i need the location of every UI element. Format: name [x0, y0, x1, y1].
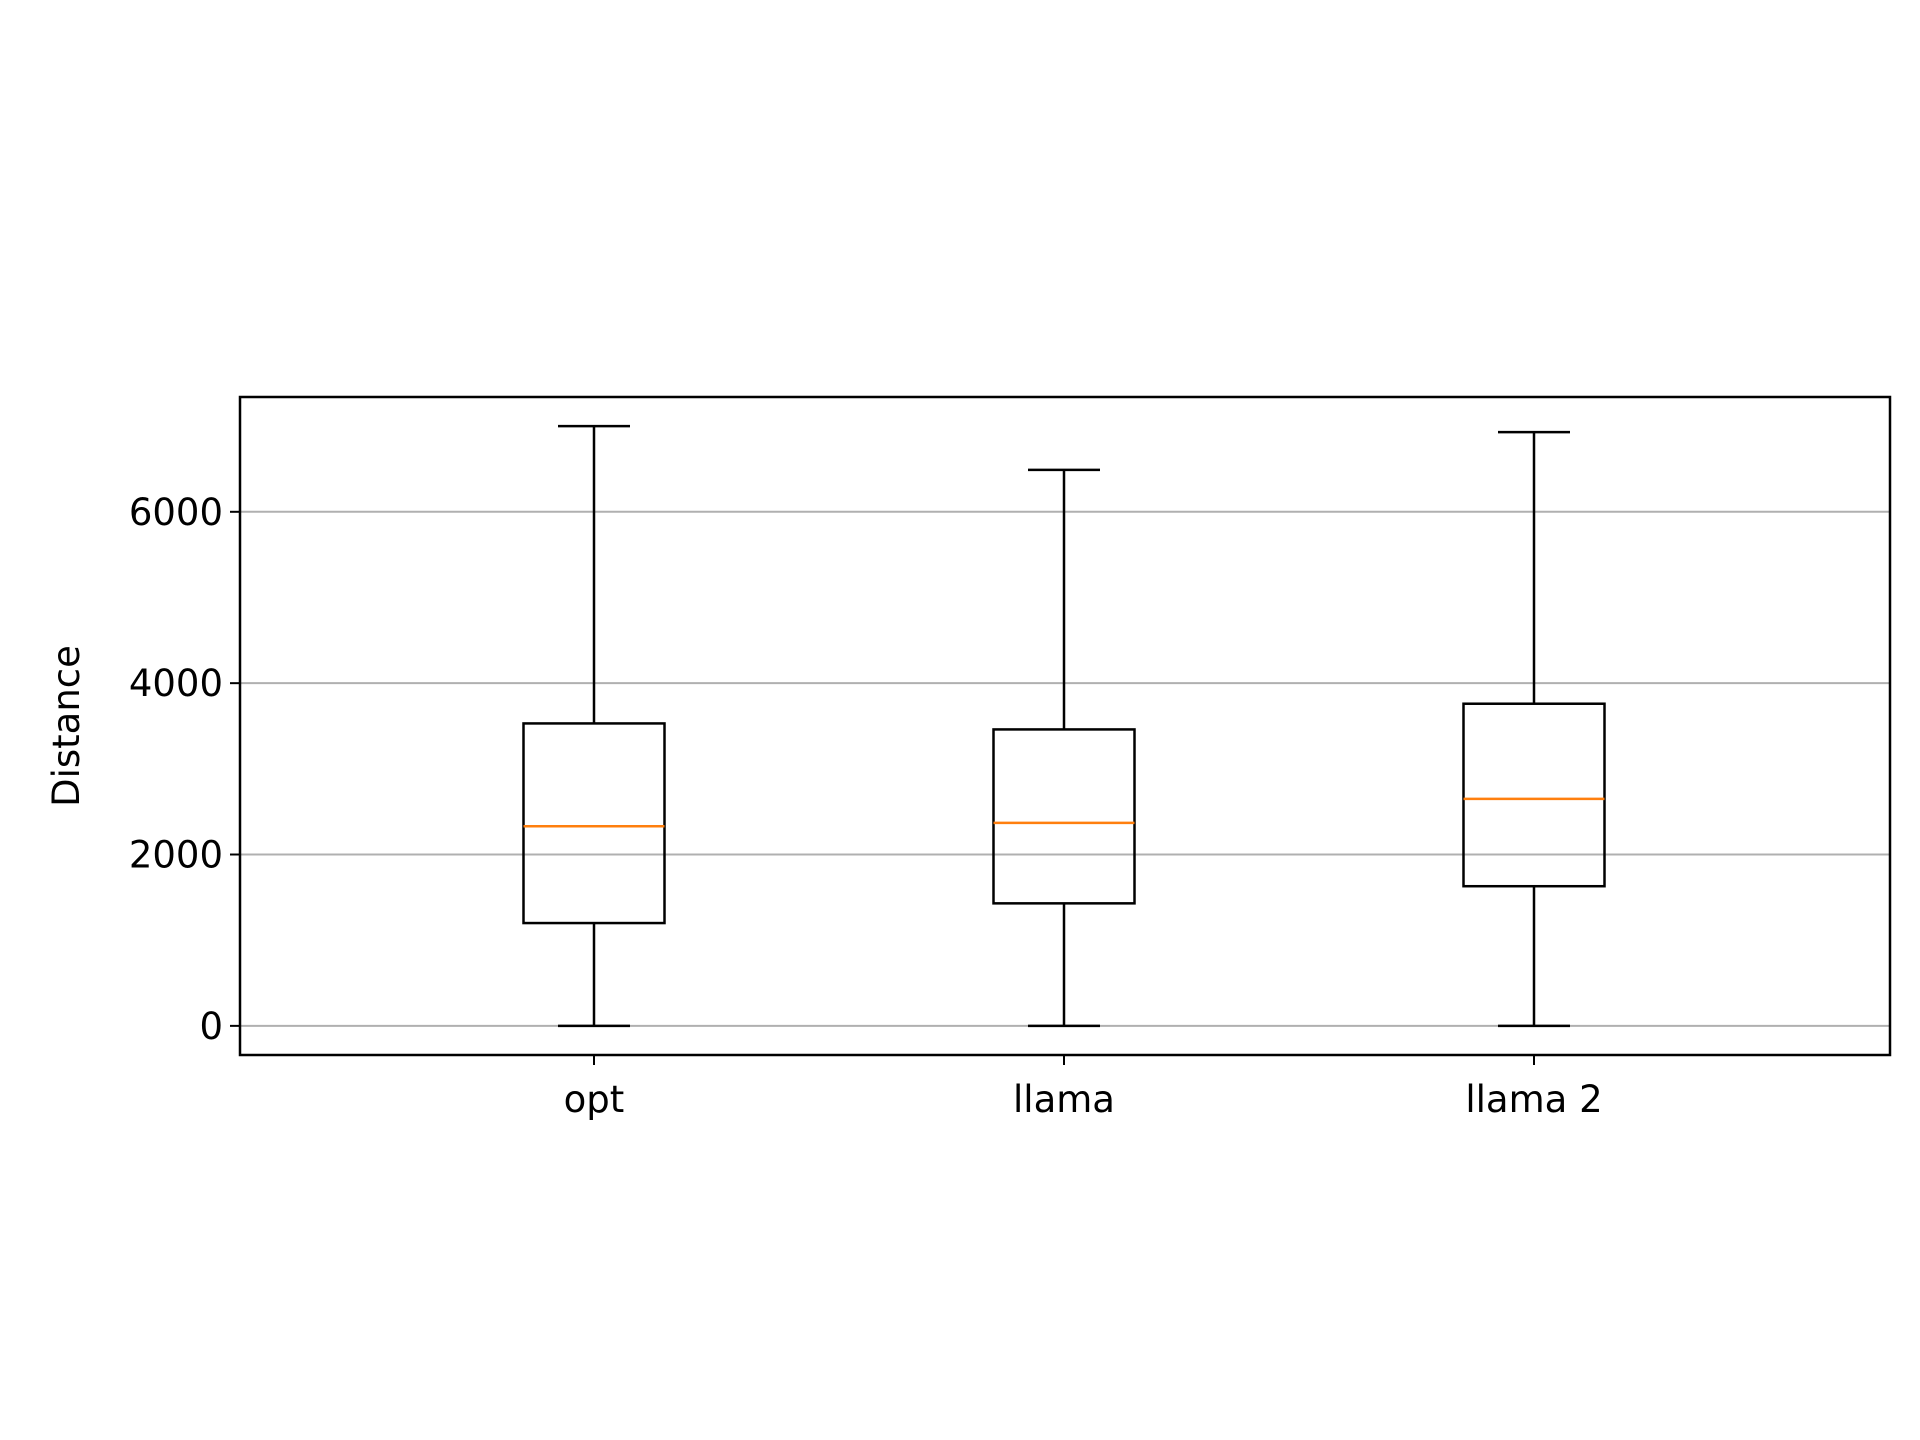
- y-tick-label: 6000: [129, 491, 223, 534]
- iqr-box: [1462, 702, 1606, 888]
- iqr-box: [522, 722, 666, 925]
- x-tick-label: llama 2: [1465, 1078, 1602, 1121]
- y-tick-label: 0: [199, 1005, 223, 1048]
- box-llama: [992, 468, 1136, 1028]
- y-axis: 0 2000 4000 6000: [129, 491, 240, 1048]
- box-opt: [522, 424, 666, 1028]
- x-tick-label: opt: [564, 1078, 625, 1121]
- x-tick-label: llama: [1013, 1078, 1115, 1121]
- y-tick-label: 2000: [129, 834, 223, 877]
- y-axis-label: Distance: [45, 645, 88, 807]
- x-axis: opt llama llama 2: [564, 1055, 1603, 1121]
- y-tick-label: 4000: [129, 662, 223, 705]
- iqr-box: [992, 728, 1136, 905]
- boxes-layer: [522, 424, 1606, 1028]
- box-llama-2: [1462, 430, 1606, 1028]
